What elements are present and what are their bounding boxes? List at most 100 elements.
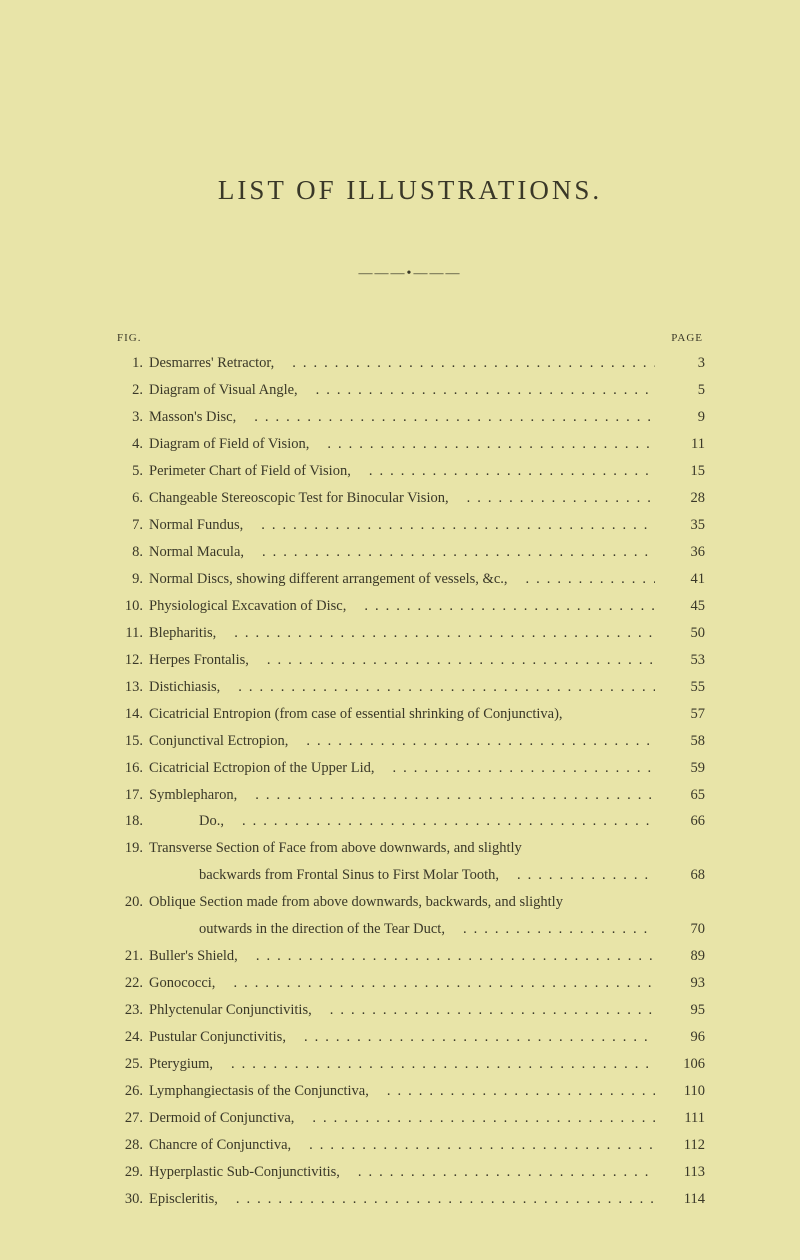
item-number: 17.: [115, 784, 143, 806]
item-text: Changeable Stereoscopic Test for Binocul…: [149, 487, 449, 509]
page-title: LIST OF ILLUSTRATIONS.: [115, 175, 705, 206]
item-page: 3: [665, 352, 705, 374]
list-item: 20. Oblique Section made from above downw…: [115, 891, 705, 913]
list-item: 15. Conjunctival Ectropion, 58: [115, 730, 705, 752]
item-number: 12.: [115, 649, 143, 671]
item-text: Buller's Shield,: [149, 945, 238, 967]
list-item: 23.Phlyctenular Conjunctivitis,95: [115, 999, 705, 1021]
item-page: 15: [665, 460, 705, 482]
leader-dots: [340, 1161, 655, 1183]
list-header: FIG. PAGE: [115, 332, 705, 344]
leader-dots: [213, 1053, 655, 1075]
leader-dots: [218, 1188, 655, 1210]
leader-dots: [215, 972, 655, 994]
item-page: 57: [665, 703, 705, 725]
list-item: 10.Physiological Excavation of Disc,45: [115, 595, 705, 617]
item-page: 113: [665, 1161, 705, 1183]
header-page-label: PAGE: [671, 332, 703, 344]
item-number: 21.: [115, 945, 143, 967]
leader-dots: [294, 1107, 655, 1129]
leader-dots: [449, 487, 655, 509]
item-number: 11.: [115, 622, 143, 644]
list-item: 4.Diagram of Field of Vision,11: [115, 433, 705, 455]
item-number: 22.: [115, 972, 143, 994]
item-page: 89: [665, 945, 705, 967]
item-text: Normal Macula,: [149, 541, 244, 563]
item-page: 50: [665, 622, 705, 644]
item-number: 6.: [115, 487, 143, 509]
item-text: Pterygium,: [149, 1053, 213, 1075]
leader-dots: [243, 514, 655, 536]
leader-dots: [312, 999, 655, 1021]
item-number: 9.: [115, 568, 143, 590]
item-text: Episcleritis,: [149, 1188, 218, 1210]
item-page: 65: [665, 784, 705, 806]
item-number: 7.: [115, 514, 143, 536]
leader-dots: [237, 784, 655, 806]
list-item: 3.Masson's Disc,9: [115, 406, 705, 428]
item-number: 23.: [115, 999, 143, 1021]
item-page: 110: [665, 1080, 705, 1102]
leader-dots: [369, 1080, 655, 1102]
item-number: 28.: [115, 1134, 143, 1156]
item-page: 53: [665, 649, 705, 671]
item-page: 41: [665, 568, 705, 590]
leader-dots: [238, 945, 655, 967]
list-item: 25.Pterygium,106: [115, 1053, 705, 1075]
illustrations-list: 1. Desmarres' Retractor, 3 2.Diagram of Vis…: [115, 352, 705, 1211]
list-item: 6. Changeable Stereoscopic Test for Binoc…: [115, 487, 705, 509]
leader-dots: [374, 757, 655, 779]
section-divider: ———•———: [115, 266, 705, 282]
item-page: 28: [665, 487, 705, 509]
item-page: 36: [665, 541, 705, 563]
list-item: 22.Gonococci,93: [115, 972, 705, 994]
list-item: 5.Perimeter Chart of Field of Vision,15: [115, 460, 705, 482]
list-item: 30.Episcleritis,114: [115, 1188, 705, 1210]
item-text: Oblique Section made from above downward…: [149, 891, 563, 913]
leader-dots: [291, 1134, 655, 1156]
list-item: 24.Pustular Conjunctivitis,96: [115, 1026, 705, 1048]
item-page: 35: [665, 514, 705, 536]
item-text: Desmarres' Retractor,: [149, 352, 274, 374]
item-text: Normal Fundus,: [149, 514, 243, 536]
item-number: 24.: [115, 1026, 143, 1048]
item-number: 1.: [115, 352, 143, 374]
list-item: 16.Cicatricial Ectropion of the Upper Li…: [115, 757, 705, 779]
item-number: 26.: [115, 1080, 143, 1102]
item-page: 112: [665, 1134, 705, 1156]
item-text: Blepharitis,: [149, 622, 216, 644]
item-page: 58: [665, 730, 705, 752]
leader-dots: [236, 406, 655, 428]
leader-dots: [249, 649, 655, 671]
item-number: 20.: [115, 891, 143, 913]
item-continuation-text: outwards in the direction of the Tear Du…: [149, 918, 445, 940]
item-number: 19.: [115, 837, 143, 859]
leader-dots: [346, 595, 655, 617]
leader-dots: [508, 568, 655, 590]
list-item-continuation: outwards in the direction of the Tear Du…: [115, 918, 705, 940]
item-text: Herpes Frontalis,: [149, 649, 249, 671]
item-text: Cicatricial Entropion (from case of esse…: [149, 703, 563, 725]
leader-dots: [351, 460, 655, 482]
list-item: 1. Desmarres' Retractor, 3: [115, 352, 705, 374]
item-page: 45: [665, 595, 705, 617]
item-number: 30.: [115, 1188, 143, 1210]
leader-dots: [298, 379, 655, 401]
item-page: 111: [665, 1107, 705, 1129]
list-item: 2.Diagram of Visual Angle,5: [115, 379, 705, 401]
item-page: 93: [665, 972, 705, 994]
item-text: Chancre of Conjunctiva,: [149, 1134, 291, 1156]
item-number: 5.: [115, 460, 143, 482]
item-page: 66: [665, 810, 705, 832]
item-number: 4.: [115, 433, 143, 455]
list-item: 19.Transverse Section of Face from above…: [115, 837, 705, 859]
item-text: Conjunctival Ectropion,: [149, 730, 288, 752]
item-text: Masson's Disc,: [149, 406, 236, 428]
leader-dots: [286, 1026, 655, 1048]
item-number: 15.: [115, 730, 143, 752]
item-text: Pustular Conjunctivitis,: [149, 1026, 286, 1048]
item-page: 70: [665, 918, 705, 940]
list-item: 13.Distichiasis,55: [115, 676, 705, 698]
list-item: 9.Normal Discs, showing different arrang…: [115, 568, 705, 590]
item-text: Diagram of Visual Angle,: [149, 379, 298, 401]
